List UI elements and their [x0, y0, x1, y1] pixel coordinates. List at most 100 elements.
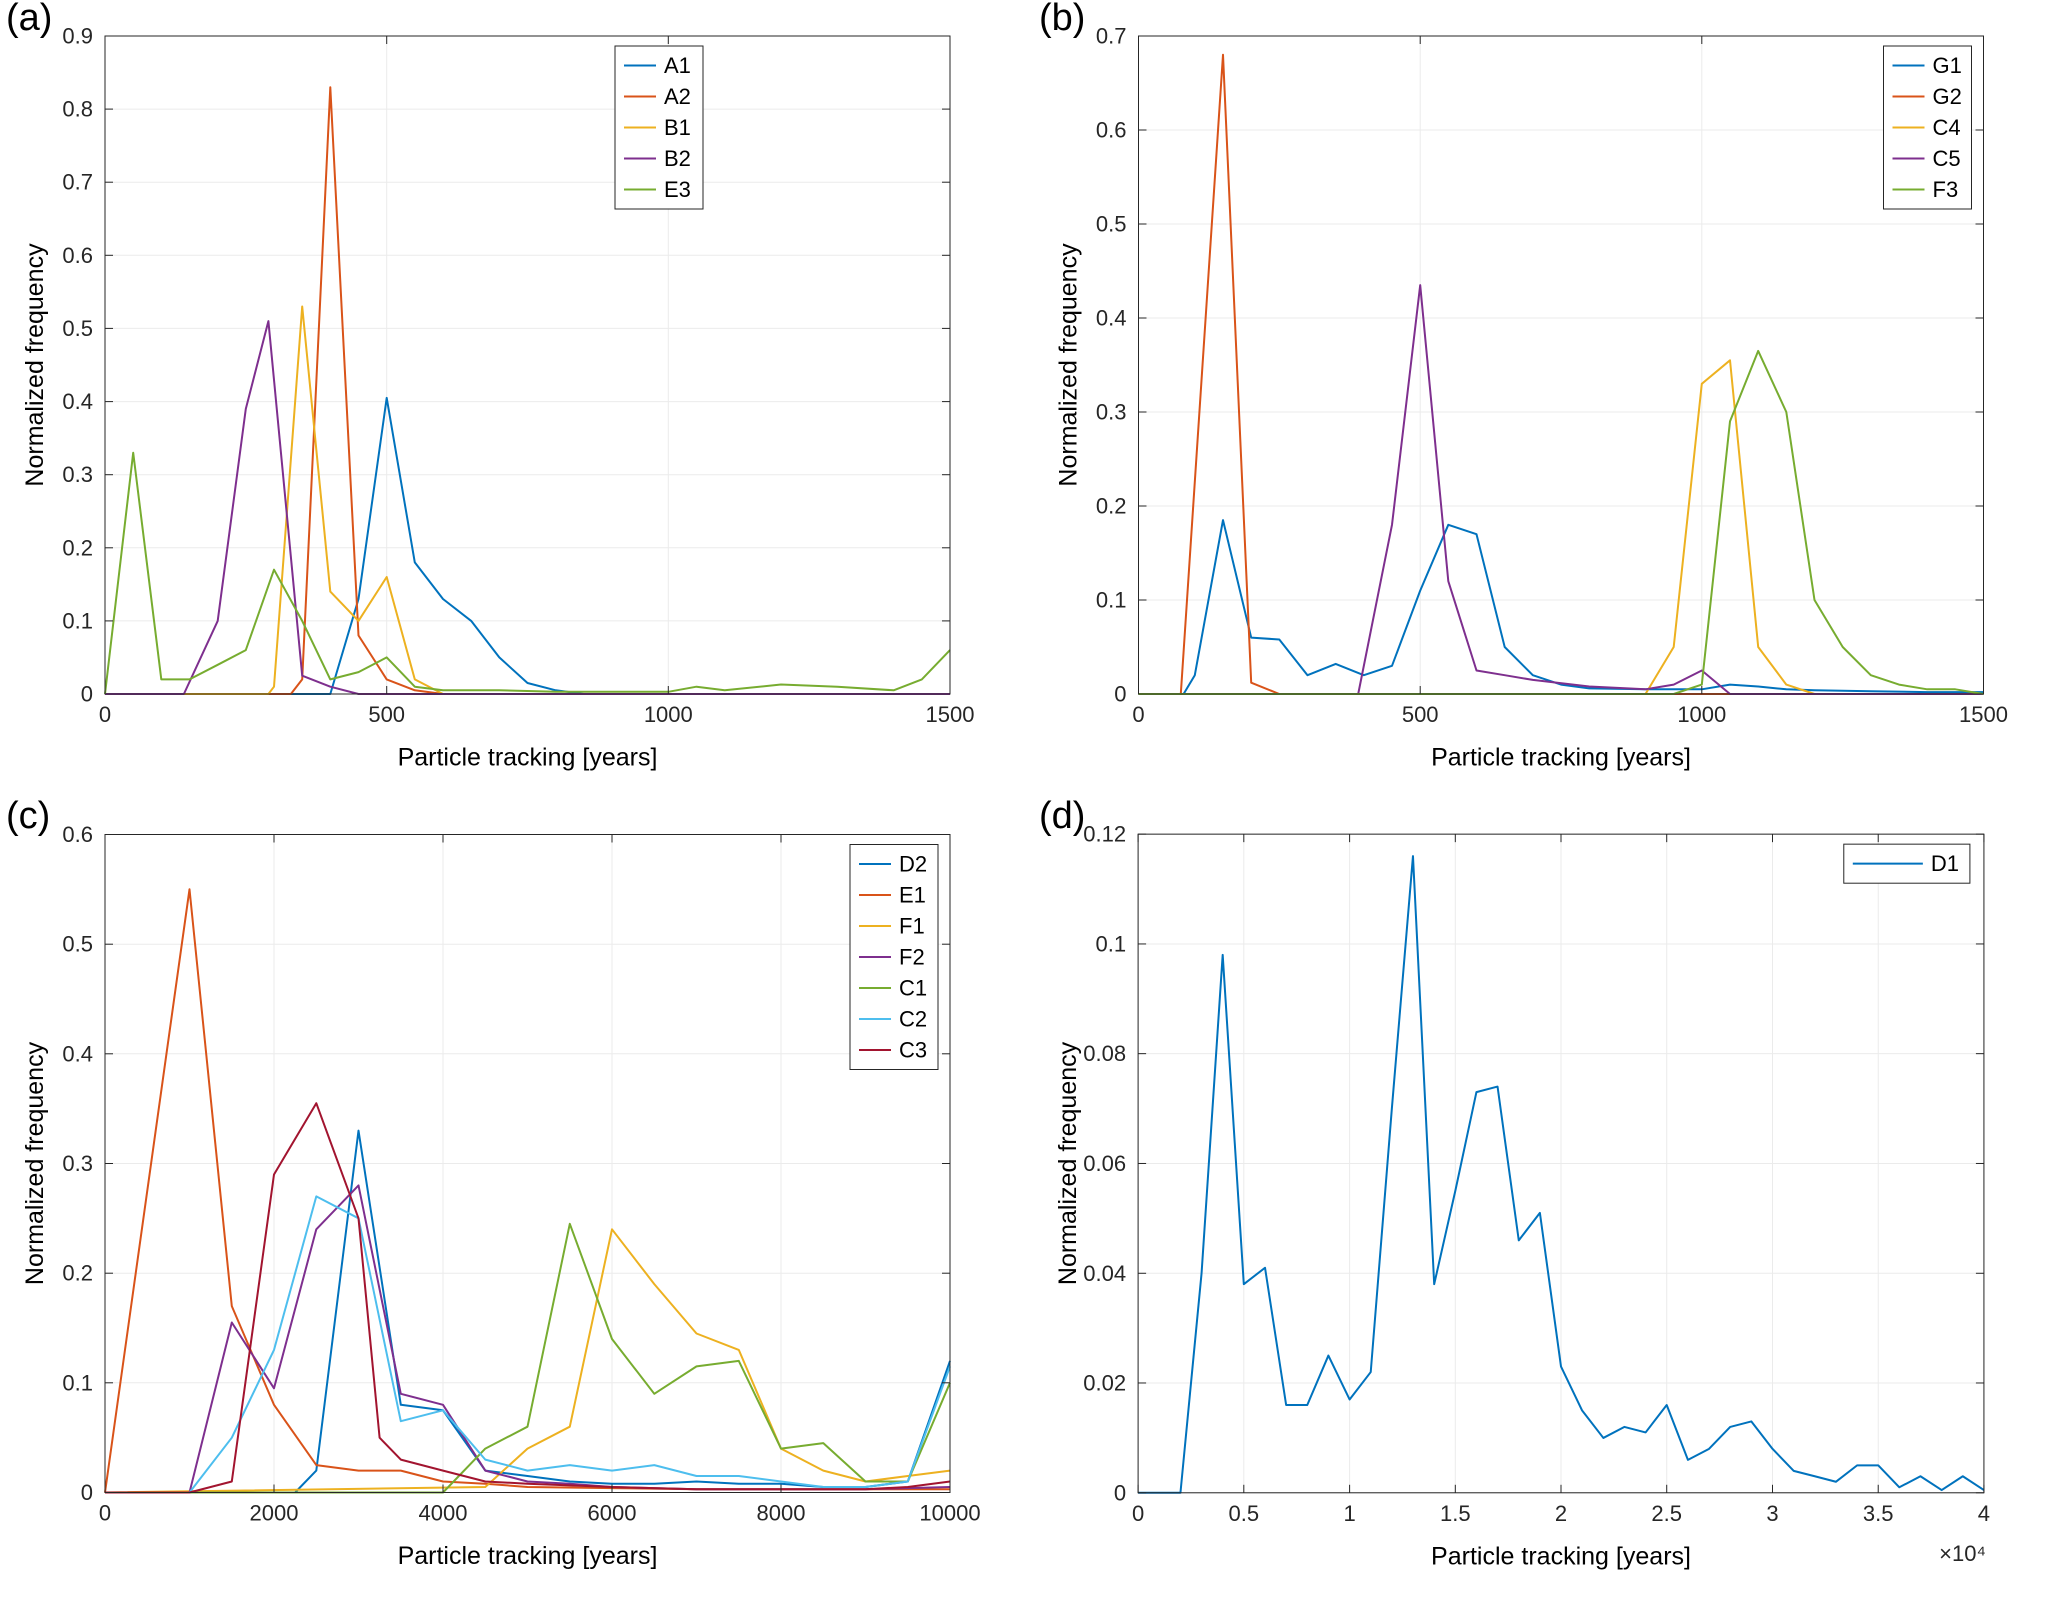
chart-a: 0 500 1000 1500 0 0.1 0.2 0.3 0.4 0.5 0.6 0.7 0.8 0.9…	[21, 24, 974, 772]
legend: D2 E1 F1 F2 C1 C2 C3	[849, 844, 939, 1070]
svg-text:0.7: 0.7	[62, 170, 93, 195]
svg-text:0.8: 0.8	[62, 97, 93, 122]
svg-text:500: 500	[1402, 702, 1439, 727]
panel-a: (a) 0 500 1000 1500 0 0.1 0.2 0.3 0.4 0.5 0.6 0.7 0.…	[0, 0, 1033, 798]
legend-label-D1: D1	[1931, 851, 1959, 876]
legend-label-D2: D2	[899, 852, 927, 877]
plot-area: 0 500 1000 1500 0 0.1 0.2 0.3 0.4 0.5 0.6 0.7 Partic…	[1055, 24, 2008, 772]
panel-letter-b: (b)	[1039, 0, 1086, 39]
series-line-F2	[105, 1184, 951, 1494]
svg-text:0.4: 0.4	[62, 389, 93, 414]
legend-label-C1: C1	[899, 976, 927, 1001]
svg-text:500: 500	[368, 702, 405, 727]
svg-text:0.06: 0.06	[1083, 1151, 1126, 1176]
legend-label-F2: F2	[899, 945, 925, 970]
legend-label-E1: E1	[899, 883, 926, 908]
tick-labels: 0 0.5 1 1.5 2 2.5 3 3.5 4 0 0.02 0.04 0.06 0.08 0.1 0.1…	[1083, 822, 1990, 1526]
svg-text:0.1: 0.1	[1096, 588, 1127, 613]
panel-letter-a: (a)	[6, 0, 53, 39]
svg-text:3.5: 3.5	[1863, 1501, 1894, 1526]
svg-text:0.5: 0.5	[62, 316, 93, 341]
svg-text:2.5: 2.5	[1651, 1501, 1682, 1526]
svg-text:4000: 4000	[419, 1501, 468, 1526]
series-line-C1	[105, 1222, 951, 1494]
svg-text:0.6: 0.6	[62, 822, 93, 847]
series-line-A1	[105, 396, 950, 695]
svg-text:0.5: 0.5	[1228, 1501, 1259, 1526]
x-axis-label: Particle tracking [years]	[398, 744, 658, 772]
plot-area: 0 0.5 1 1.5 2 2.5 3 3.5 4 0 0.02 0.04 0.06 0.08 0.1 0.1…	[1054, 822, 1990, 1571]
series-line-B1	[105, 305, 950, 695]
svg-text:0.2: 0.2	[62, 535, 93, 560]
panel-c: (c) 0 2000 4000 6000 8000 10000 0 0.1 0.2 0.3 0.4 0…	[0, 795, 1033, 1597]
legend-label-A2: A2	[664, 84, 691, 109]
y-axis-label: Normalized frequency	[21, 243, 49, 487]
legend-label-B2: B2	[664, 146, 691, 171]
svg-text:2000: 2000	[250, 1501, 299, 1526]
axis-ticks	[1137, 833, 1985, 1494]
series-line-C2	[105, 1195, 951, 1494]
svg-text:0: 0	[99, 702, 111, 727]
series-line-E1	[104, 888, 950, 1493]
svg-text:0.2: 0.2	[1096, 494, 1127, 519]
plot-area: 0 2000 4000 6000 8000 10000 0 0.1 0.2 0.3 0.4 0.5 0.…	[21, 822, 981, 1570]
legend-label-C2: C2	[899, 1007, 927, 1032]
panel-d: (d) 0 0.5 1 1.5 2 2.5 3 3.5 4 0 0.02 0.04 0.06 0.08 0.…	[1033, 795, 2067, 1597]
series-line-E3	[104, 451, 951, 695]
legend-label-F3: F3	[1933, 177, 1959, 202]
gridlines	[1137, 833, 1985, 1494]
y-axis-label: Normalized frequency	[21, 1041, 49, 1285]
axis-ticks	[104, 834, 951, 1493]
svg-text:0.6: 0.6	[1096, 118, 1127, 143]
svg-text:1500: 1500	[926, 702, 975, 727]
svg-text:0.5: 0.5	[62, 932, 93, 957]
plot-area: 0 500 1000 1500 0 0.1 0.2 0.3 0.4 0.5 0.6 0.7 0.8 0.9…	[21, 24, 974, 772]
y-axis-label: Normalized frequency	[1055, 243, 1083, 487]
legend-label-G1: G1	[1933, 53, 1962, 78]
x-axis-multiplier: ×10⁴	[1939, 1541, 1986, 1566]
svg-text:0: 0	[1132, 1501, 1144, 1526]
axis-box	[104, 35, 951, 695]
svg-text:4: 4	[1978, 1501, 1990, 1526]
x-axis-label: Particle tracking [years]	[1431, 744, 1691, 772]
svg-text:0.9: 0.9	[62, 24, 93, 49]
legend-label-F1: F1	[899, 914, 925, 939]
series-line-G2	[1138, 53, 1984, 695]
legend: D1	[1843, 843, 1971, 884]
panel-letter-c: (c)	[6, 795, 51, 837]
chart-d: 0 0.5 1 1.5 2 2.5 3 3.5 4 0 0.02 0.04 0.06 0.08 0.1 0.1…	[1054, 822, 1990, 1571]
legend: G1 G2 C4 C5 F3	[1883, 45, 1972, 210]
series-line-F3	[1138, 349, 1984, 695]
svg-text:0.08: 0.08	[1083, 1041, 1126, 1066]
svg-text:0.5: 0.5	[1096, 212, 1127, 237]
x-axis-label: Particle tracking [years]	[1431, 1542, 1691, 1570]
svg-text:1500: 1500	[1959, 702, 2008, 727]
legend-label-C5: C5	[1933, 146, 1961, 171]
svg-text:0.2: 0.2	[62, 1261, 93, 1286]
series-line-B2	[105, 320, 950, 695]
gridlines	[104, 35, 951, 695]
tick-labels: 0 2000 4000 6000 8000 10000 0 0.1 0.2 0.3 0.4 0.5 0.…	[62, 822, 980, 1526]
tick-labels: 0 500 1000 1500 0 0.1 0.2 0.3 0.4 0.5 0.6 0.7 0.8 0.9	[62, 24, 974, 728]
series-line-A2	[105, 86, 950, 695]
svg-text:0: 0	[81, 1480, 93, 1505]
svg-text:1.5: 1.5	[1440, 1501, 1471, 1526]
svg-text:0.1: 0.1	[62, 608, 93, 633]
panel-b: (b) 0 500 1000 1500 0 0.1 0.2 0.3 0.4 0.5 0.6 0.7 Pa…	[1033, 0, 2067, 798]
series-line-D1	[1138, 855, 1985, 1494]
axis-box	[1138, 35, 1984, 695]
svg-text:0.02: 0.02	[1083, 1370, 1126, 1395]
gridlines	[104, 834, 951, 1493]
svg-text:6000: 6000	[588, 1501, 637, 1526]
y-axis-label: Normalized frequency	[1054, 1041, 1082, 1285]
series-line-C5	[1138, 284, 1984, 695]
svg-text:0.4: 0.4	[1096, 306, 1127, 331]
legend-label-G2: G2	[1933, 84, 1962, 109]
chart-b: 0 500 1000 1500 0 0.1 0.2 0.3 0.4 0.5 0.6 0.7 Partic…	[1055, 24, 2008, 772]
svg-text:0: 0	[1114, 1480, 1126, 1505]
svg-text:0.1: 0.1	[62, 1370, 93, 1395]
svg-text:8000: 8000	[757, 1501, 806, 1526]
x-axis-label: Particle tracking [years]	[398, 1542, 658, 1570]
svg-text:2: 2	[1555, 1501, 1567, 1526]
